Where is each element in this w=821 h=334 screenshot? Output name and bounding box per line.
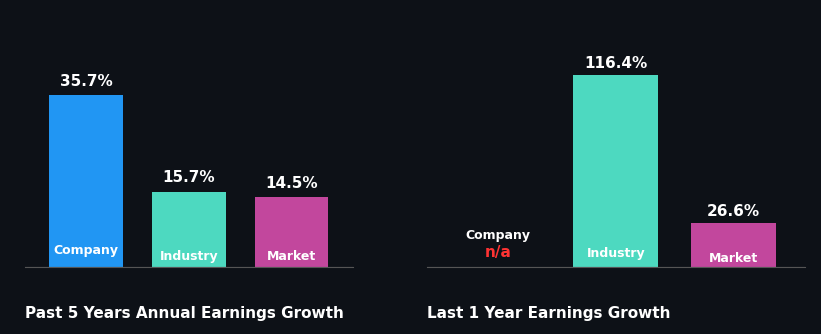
Text: Past 5 Years Annual Earnings Growth: Past 5 Years Annual Earnings Growth [25,306,343,321]
Text: 14.5%: 14.5% [265,176,318,191]
Bar [49,96,123,267]
Text: 35.7%: 35.7% [60,73,112,89]
Text: Last 1 Year Earnings Growth: Last 1 Year Earnings Growth [427,306,671,321]
Bar [152,192,226,267]
Bar [255,197,328,267]
Bar [691,223,776,267]
Bar [573,75,658,267]
Text: Company: Company [53,244,119,257]
Text: 15.7%: 15.7% [163,170,215,185]
Text: Company: Company [466,229,530,242]
Text: 26.6%: 26.6% [707,204,760,219]
Text: Market: Market [267,250,316,263]
Text: 116.4%: 116.4% [584,56,648,71]
Text: Industry: Industry [586,246,645,260]
Text: Market: Market [709,253,759,266]
Text: n/a: n/a [484,244,511,260]
Text: Industry: Industry [159,250,218,263]
